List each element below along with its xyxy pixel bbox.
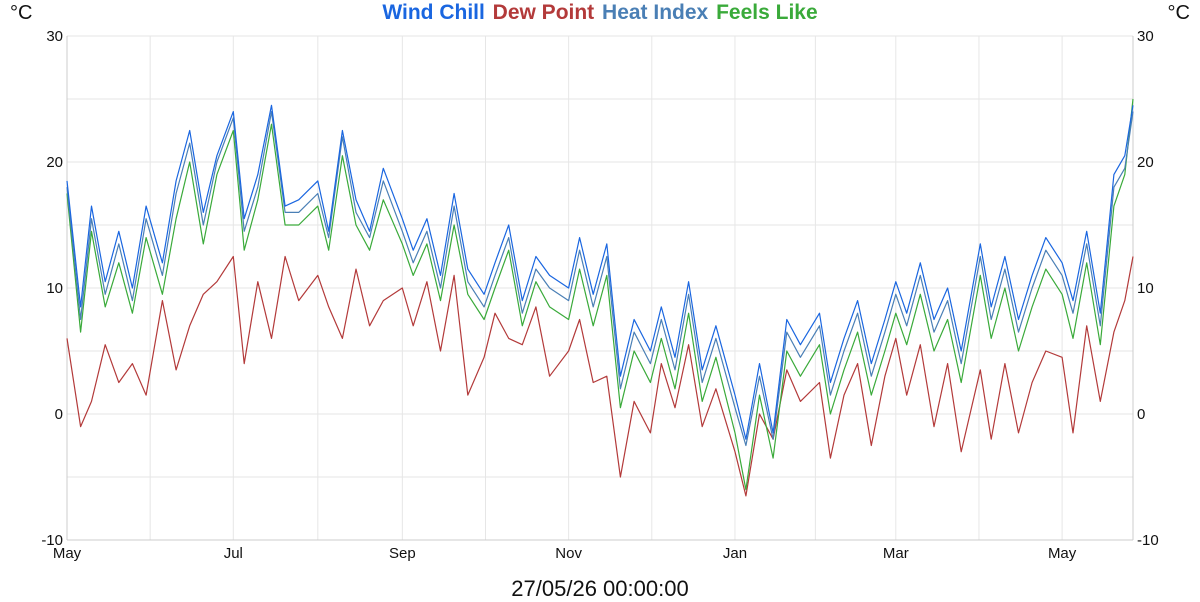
x-tick-label: May — [1048, 545, 1077, 562]
y-tick-label-left: 10 — [46, 280, 63, 297]
x-tick-label: Mar — [883, 545, 909, 562]
x-tick-label: Nov — [555, 545, 582, 562]
y-tick-label-left: 30 — [46, 28, 63, 45]
y-tick-label-left: 0 — [55, 406, 63, 423]
y-tick-label-right: 20 — [1137, 154, 1154, 171]
series-line-dew-point — [66, 255, 1134, 497]
y-tick-label-right: -10 — [1137, 532, 1159, 549]
x-tick-label: Jan — [723, 545, 747, 562]
y-tick-label-left: 20 — [46, 154, 63, 171]
legend-wind-chill[interactable]: Wind Chill — [382, 1, 485, 24]
y-tick-label-left: -10 — [41, 532, 63, 549]
legend-feels-like[interactable]: Feels Like — [716, 1, 818, 24]
timestamp-label: 27/05/26 00:00:00 — [511, 576, 689, 601]
x-tick-label: Sep — [389, 545, 416, 562]
y-tick-label-right: 0 — [1137, 406, 1145, 423]
y-axis-unit-left: °C — [10, 2, 33, 24]
series-line-heat-index — [66, 110, 1134, 447]
chart-legend: Wind Chill Dew Point Heat Index Feels Li… — [0, 1, 1200, 25]
series-line-wind-chill — [66, 104, 1134, 440]
x-tick-label: May — [53, 545, 82, 562]
series-line-feels-like — [66, 98, 1134, 491]
y-tick-label-right: 30 — [1137, 28, 1154, 45]
y-tick-label-right: 10 — [1137, 280, 1154, 297]
y-axis-unit-right: °C — [1167, 2, 1190, 24]
x-tick-label: Jul — [224, 545, 243, 562]
legend-heat-index[interactable]: Heat Index — [602, 1, 709, 24]
legend-dew-point[interactable]: Dew Point — [492, 1, 595, 24]
